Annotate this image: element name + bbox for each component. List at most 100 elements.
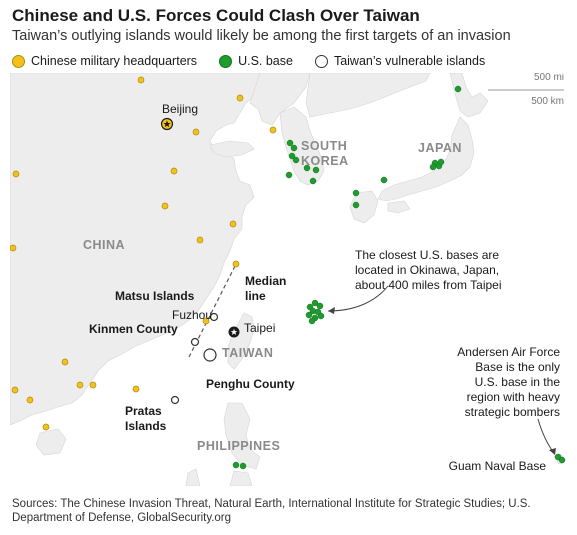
hq-marker: [10, 244, 17, 252]
hq-marker: [229, 220, 237, 228]
hq-marker: [11, 386, 19, 394]
okinawa-arrow: [327, 285, 389, 312]
northeast-landmass: [249, 73, 311, 126]
base-marker: [454, 85, 462, 93]
fuzhou-label: Fuzhou: [172, 308, 212, 322]
base-marker: [311, 299, 319, 307]
guam-arrowhead: [549, 448, 556, 455]
luzon-landmass: [223, 402, 261, 470]
andersen-annotation: region with heavy: [467, 390, 560, 404]
shikoku-landmass: [387, 200, 411, 214]
pratas-label: Pratas: [125, 404, 162, 418]
hq-marker: [232, 260, 240, 268]
base-marker: [305, 311, 313, 319]
sources-note: Sources: The Chinese Invasion Threat, Na…: [12, 498, 531, 524]
island-marker-penghu: [203, 348, 217, 362]
base-marker: [429, 163, 437, 171]
hq-marker: [137, 76, 145, 84]
honshu-landmass: [377, 116, 475, 202]
russia-landmass: [305, 73, 431, 118]
scale-mi-label: 500 mi: [534, 73, 564, 83]
median-line-label: Median: [245, 274, 286, 288]
matsu-label: Matsu Islands: [115, 289, 195, 303]
hq-marker: [192, 128, 200, 136]
base-marker: [288, 152, 296, 160]
taiwan-landmass: [227, 312, 255, 370]
legend-item-hq: Chinese military headquarters: [12, 54, 197, 68]
taipei-marker: [228, 326, 240, 338]
taipei-label: Taipei: [244, 321, 275, 335]
hq-marker: [161, 202, 169, 210]
hq-marker: [89, 381, 97, 389]
island-marker-kinmen: [190, 337, 200, 347]
hq-marker: [42, 423, 50, 431]
island-marker-icon: [314, 54, 328, 68]
base-marker-icon: [219, 54, 233, 68]
guam-arrow: [537, 418, 555, 454]
scale-km-label: 500 km: [531, 96, 564, 107]
okinawa-annotation: about 400 miles from Taipei: [355, 278, 502, 292]
median-line-label: line: [245, 289, 266, 303]
pratas-label: Islands: [125, 419, 167, 433]
hq-marker: [26, 396, 34, 404]
base-marker: [290, 144, 298, 152]
hq-marker: [202, 317, 210, 325]
base-marker: [558, 456, 566, 464]
island-markers: [170, 312, 219, 405]
hq-marker: [76, 381, 84, 389]
hq-marker: [236, 94, 244, 102]
china-landmass: [10, 73, 266, 426]
andersen-annotation: Base is the only: [475, 360, 560, 374]
andersen-annotation: strategic bombers: [465, 405, 560, 419]
hainan-landmass: [35, 428, 67, 456]
base-marker: [437, 158, 445, 166]
okinawa-annotation: located in Okinawa, Japan,: [355, 263, 499, 277]
taiwan-label: TAIWAN: [222, 346, 273, 360]
base-marker: [380, 176, 388, 184]
base-marker: [309, 177, 317, 185]
south-korea-label: KOREA: [301, 154, 349, 168]
legend-label-hq: Chinese military headquarters: [31, 54, 198, 68]
map: 500 mi 500 km: [10, 73, 566, 486]
philippines-label: PHILIPPINES: [197, 439, 280, 453]
andersen-annotation: Andersen Air Force: [457, 345, 560, 359]
hq-marker: [12, 170, 20, 178]
hq-marker: [61, 358, 69, 366]
beijing-marker: [160, 117, 174, 131]
map-title: Chinese and U.S. Forces Could Clash Over…: [12, 6, 420, 25]
hq-markers: [10, 76, 277, 431]
base-marker: [239, 462, 247, 470]
palawan-landmass: [185, 468, 201, 486]
hq-marker: [132, 385, 140, 393]
base-marker: [285, 171, 293, 179]
base-marker: [352, 201, 360, 209]
base-markers: [232, 85, 566, 470]
base-marker: [316, 302, 324, 310]
base-marker: [317, 312, 325, 320]
land: [10, 73, 564, 486]
base-marker: [312, 166, 320, 174]
legend: Chinese military headquarters U.S. base …: [12, 52, 507, 70]
hq-marker: [170, 167, 178, 175]
shandong-landmass: [209, 140, 255, 158]
andersen-annotation: U.S. base in the: [475, 375, 561, 389]
beijing-label: Beijing: [162, 102, 198, 116]
map-subtitle: Taiwan’s outlying islands would likely b…: [12, 28, 511, 44]
legend-item-base: U.S. base: [219, 54, 293, 68]
island-marker-pratas: [170, 395, 180, 405]
okinawa-arrowhead: [328, 307, 335, 314]
island-marker-matsu: [209, 312, 219, 322]
china-label: CHINA: [83, 238, 125, 252]
base-marker: [232, 461, 240, 469]
japan-label: JAPAN: [418, 141, 462, 155]
visayas-landmass: [229, 470, 253, 486]
hq-marker: [269, 126, 277, 134]
kinmen-label: Kinmen County: [89, 322, 178, 336]
scale-bar: 500 mi 500 km: [488, 73, 564, 107]
legend-item-island: Taiwan’s vulnerable islands: [314, 54, 486, 68]
base-marker: [286, 139, 294, 147]
hq-marker-icon: [12, 54, 25, 68]
legend-label-island: Taiwan’s vulnerable islands: [333, 54, 486, 68]
hq-marker: [196, 236, 204, 244]
guam-label: Guam Naval Base: [449, 459, 547, 473]
